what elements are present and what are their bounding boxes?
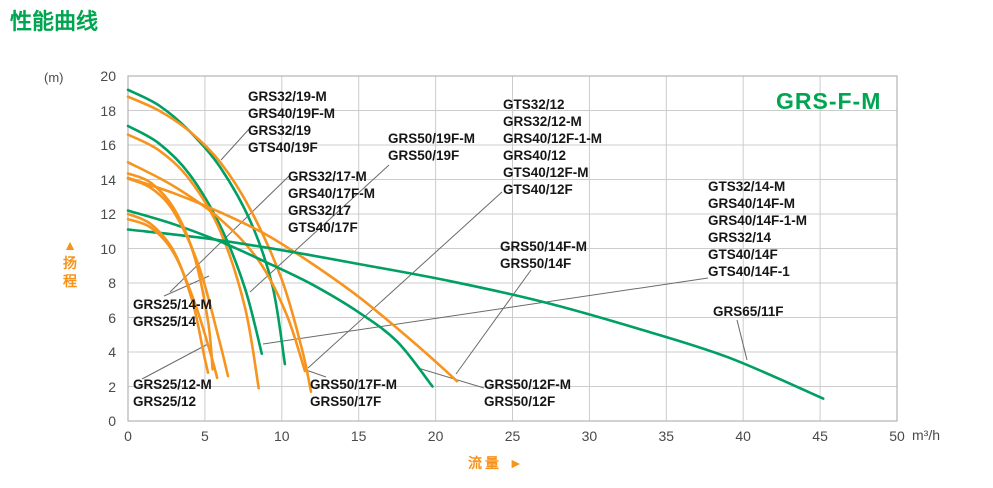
y-tick-12: 12 (100, 206, 116, 222)
leader-line-5 (455, 269, 532, 375)
y-tick-0: 0 (108, 413, 116, 429)
leader-line-3 (307, 191, 503, 369)
curve-label-group-50-12: GRS50/12F-M GRS50/12F (484, 376, 571, 410)
curve-label-group-50-17: GRS50/17F-M GRS50/17F (310, 376, 397, 410)
model-name: GRS32/14 (708, 230, 772, 245)
curve-label-group-17: GRS32/17-M GRS40/17F-M GRS32/17 GTS40/17F (288, 168, 375, 236)
model-name: GRS40/12 (503, 148, 567, 163)
model-name: GTS40/17F (288, 220, 358, 235)
curve-GRS25-14 (126, 177, 230, 378)
model-name: GTS40/19F (248, 140, 318, 155)
y-tick-4: 4 (108, 344, 116, 360)
x-tick-15: 15 (350, 428, 367, 444)
curve-label-group-25-14: GRS25/14-M GRS25/14 (133, 296, 212, 330)
y-tick-16: 16 (100, 137, 116, 153)
y-axis-title: ▲ 扬 程 (56, 236, 84, 290)
model-name: GRS50/19F-M (388, 131, 476, 146)
curve-label-group-50-19: GRS50/19F-M GRS50/19F (388, 130, 475, 164)
leader-line-7 (736, 319, 748, 361)
x-tick-5: 5 (200, 428, 209, 444)
model-name: GRS25/14-M (133, 297, 212, 312)
y-axis-unit: (m) (44, 70, 64, 85)
model-name: GRS50/17F (310, 394, 382, 409)
y-tick-14: 14 (100, 171, 116, 188)
x-axis-unit: m³/h (912, 427, 940, 443)
y-tick-6: 6 (108, 309, 116, 326)
curve-GRS65-11F (126, 228, 825, 400)
y-axis-title-char-2: 程 (63, 273, 77, 289)
x-tick-0: 0 (124, 428, 132, 444)
curve-GRS25-12 (126, 217, 219, 380)
y-tick-18: 18 (100, 102, 116, 119)
curve-label-group-50-14: GRS50/14F-M GRS50/14F (500, 238, 587, 272)
model-name: GTS32/14-M (708, 179, 786, 194)
curve-label-group-12: GTS32/12 GRS32/12-M GRS40/12F-1-M GRS40/12 G… (503, 96, 602, 198)
model-name: GTS40/12F (503, 182, 573, 197)
model-name: GRS32/17 (288, 203, 352, 218)
x-axis-title: 流量 ► (468, 455, 526, 471)
model-name: GRS40/14F-M (708, 196, 796, 211)
model-name: GTS32/12 (503, 97, 565, 112)
curve-GRS50-17F (126, 161, 307, 373)
model-name: GRS50/12F (484, 394, 556, 409)
model-name: GRS32/12-M (503, 114, 582, 129)
model-name: GRS40/14F-1-M (708, 213, 808, 228)
up-arrow-icon: ▲ (63, 237, 77, 253)
model-name: GRS32/17-M (288, 169, 367, 184)
model-name: GTS40/14F-1 (708, 264, 790, 279)
model-name: GRS40/17F-M (288, 186, 376, 201)
leader-line-6 (417, 367, 485, 389)
leader-line-10 (305, 369, 327, 378)
leader-line-9 (141, 343, 209, 380)
leader-line-4 (262, 277, 709, 345)
model-name: GTS40/12F-M (503, 165, 589, 180)
model-name: GTS40/14F (708, 247, 778, 262)
x-tick-35: 35 (658, 428, 675, 444)
curve-label-group-14: GTS32/14-M GRS40/14F-M GRS40/14F-1-M GRS32/… (708, 178, 807, 280)
curve-GRS40-19F (126, 95, 313, 393)
model-name: GRS32/19-M (248, 89, 327, 104)
leader-line-0 (220, 127, 251, 161)
model-name: GRS25/12 (133, 394, 197, 409)
series-family-title: GRS-F-M (776, 88, 882, 114)
page-title: 性能曲线 (10, 9, 99, 34)
y-tick-2: 2 (108, 378, 116, 395)
model-name: GRS40/19F-M (248, 106, 336, 121)
x-tick-20: 20 (427, 428, 444, 444)
curve-label-group-25-12: GRS25/12-M GRS25/12 (133, 376, 212, 410)
curve-label-group-65: GRS65/11F (713, 303, 784, 320)
leader-line-1 (169, 175, 290, 293)
x-tick-25: 25 (504, 428, 521, 444)
curve-GRS50-12F (126, 176, 459, 383)
curve-label-group-19: GRS32/19-M GRS40/19F-M GRS32/19 GTS40/19F (248, 88, 335, 156)
x-tick-50: 50 (889, 428, 905, 444)
y-axis-title-char-1: 扬 (63, 255, 77, 271)
model-name: GRS25/14 (133, 314, 197, 329)
model-name: GRS32/19 (248, 123, 312, 138)
y-tick-8: 8 (108, 275, 116, 291)
model-name: GRS25/12-M (133, 377, 212, 392)
model-name: GRS50/17F-M (310, 377, 398, 392)
curve-GRS32-17 (126, 124, 264, 355)
x-tick-30: 30 (581, 428, 598, 444)
x-tick-10: 10 (274, 428, 290, 444)
curve-GRS50-14F (126, 209, 434, 388)
y-tick-20: 20 (100, 68, 116, 84)
model-name: GRS40/12F-1-M (503, 131, 603, 146)
leader-line-2 (249, 164, 390, 293)
model-name: GRS65/11F (713, 304, 784, 319)
model-name: GRS50/12F-M (484, 377, 572, 392)
model-name: GRS50/14F (500, 256, 572, 271)
model-name: GRS50/14F-M (500, 239, 588, 254)
model-name: GRS50/19F (388, 148, 460, 163)
x-tick-45: 45 (812, 428, 828, 444)
x-tick-40: 40 (735, 428, 751, 444)
plot-border (127, 75, 898, 422)
y-tick-10: 10 (100, 240, 116, 257)
